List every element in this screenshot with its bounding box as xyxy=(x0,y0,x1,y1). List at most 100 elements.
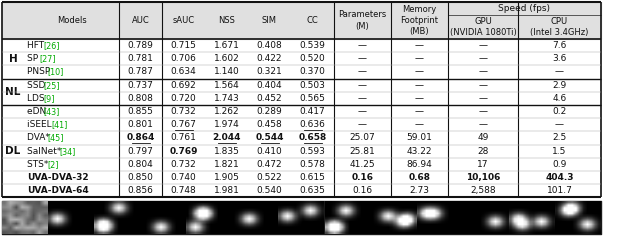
Text: sAUC: sAUC xyxy=(172,16,195,25)
Text: 0.540: 0.540 xyxy=(257,186,282,195)
Text: HFT: HFT xyxy=(27,41,47,50)
Text: 49: 49 xyxy=(477,134,489,142)
Text: DVA*: DVA* xyxy=(27,134,52,142)
Text: 0.68: 0.68 xyxy=(408,173,431,182)
Text: SalNet*: SalNet* xyxy=(27,147,64,156)
Text: —: — xyxy=(415,41,424,50)
Text: 0.804: 0.804 xyxy=(127,160,154,169)
Text: 3.6: 3.6 xyxy=(552,54,566,63)
Text: 0.452: 0.452 xyxy=(257,94,282,103)
Text: 0.2: 0.2 xyxy=(552,107,566,116)
Text: 0.748: 0.748 xyxy=(171,186,196,195)
Text: SP: SP xyxy=(27,54,41,63)
Text: 0.856: 0.856 xyxy=(127,186,154,195)
Text: 0.797: 0.797 xyxy=(127,147,154,156)
Text: —: — xyxy=(358,107,367,116)
Text: SIM: SIM xyxy=(262,16,277,25)
Text: 0.801: 0.801 xyxy=(127,120,154,129)
Text: Parameters
(M): Parameters (M) xyxy=(339,10,387,31)
Text: 4.6: 4.6 xyxy=(552,94,566,103)
Text: [27]: [27] xyxy=(39,54,56,63)
Text: 0.370: 0.370 xyxy=(300,67,325,77)
Text: 0.289: 0.289 xyxy=(257,107,282,116)
Text: —: — xyxy=(358,41,367,50)
Text: 0.720: 0.720 xyxy=(171,94,196,103)
Text: 0.417: 0.417 xyxy=(300,107,325,116)
Text: Speed (fps): Speed (fps) xyxy=(499,4,550,13)
Text: —: — xyxy=(479,67,488,77)
Text: —: — xyxy=(479,107,488,116)
Text: SSD: SSD xyxy=(27,81,48,90)
Text: —: — xyxy=(415,81,424,90)
Text: 0.522: 0.522 xyxy=(257,173,282,182)
Text: 0.16: 0.16 xyxy=(353,186,372,195)
Text: 0.737: 0.737 xyxy=(127,81,154,90)
Text: —: — xyxy=(358,67,367,77)
Text: —: — xyxy=(358,81,367,90)
Text: 0.787: 0.787 xyxy=(127,67,154,77)
Text: PNSP: PNSP xyxy=(27,67,53,77)
Text: 0.16: 0.16 xyxy=(351,173,374,182)
Text: NSS: NSS xyxy=(218,16,235,25)
Text: 0.520: 0.520 xyxy=(300,54,325,63)
Text: 404.3: 404.3 xyxy=(545,173,573,182)
Text: [45]: [45] xyxy=(47,134,63,142)
Text: 0.472: 0.472 xyxy=(257,160,282,169)
Text: 0.761: 0.761 xyxy=(171,134,196,142)
Text: iSEEL: iSEEL xyxy=(27,120,54,129)
Text: STS*: STS* xyxy=(27,160,51,169)
Text: —: — xyxy=(358,120,367,129)
Text: 0.408: 0.408 xyxy=(257,41,282,50)
Text: 0.732: 0.732 xyxy=(171,107,196,116)
Text: 0.503: 0.503 xyxy=(300,81,325,90)
Text: 101.7: 101.7 xyxy=(547,186,572,195)
Text: 1.5: 1.5 xyxy=(552,147,566,156)
Text: 43.22: 43.22 xyxy=(407,147,432,156)
Text: AUC: AUC xyxy=(132,16,149,25)
Text: —: — xyxy=(358,54,367,63)
Text: 1.743: 1.743 xyxy=(214,94,239,103)
Text: [10]: [10] xyxy=(47,67,63,77)
Text: 0.636: 0.636 xyxy=(300,120,325,129)
Text: [43]: [43] xyxy=(43,107,60,116)
Text: [2]: [2] xyxy=(47,160,58,169)
Text: 0.634: 0.634 xyxy=(171,67,196,77)
Text: GPU
(NVIDIA 1080Ti): GPU (NVIDIA 1080Ti) xyxy=(450,17,516,37)
Text: 0.422: 0.422 xyxy=(257,54,282,63)
Text: 1.140: 1.140 xyxy=(214,67,239,77)
Text: 0.615: 0.615 xyxy=(300,173,325,182)
Text: 2.044: 2.044 xyxy=(212,134,241,142)
Text: 2.5: 2.5 xyxy=(552,134,566,142)
Text: 1.821: 1.821 xyxy=(214,160,239,169)
Text: 7.6: 7.6 xyxy=(552,41,566,50)
Text: —: — xyxy=(415,54,424,63)
Text: —: — xyxy=(415,120,424,129)
Text: Models: Models xyxy=(56,16,86,25)
Text: —: — xyxy=(479,94,488,103)
Text: 0.692: 0.692 xyxy=(171,81,196,90)
Text: 0.864: 0.864 xyxy=(126,134,155,142)
Text: H: H xyxy=(8,54,17,64)
Text: —: — xyxy=(415,67,424,77)
Text: [41]: [41] xyxy=(51,120,67,129)
Text: 1.835: 1.835 xyxy=(214,147,239,156)
Text: 0.740: 0.740 xyxy=(171,173,196,182)
Text: UVA-DVA-32: UVA-DVA-32 xyxy=(27,173,88,182)
Text: 1.262: 1.262 xyxy=(214,107,239,116)
Text: 86.94: 86.94 xyxy=(406,160,433,169)
Text: 17: 17 xyxy=(477,160,489,169)
Text: Memory
Footprint
(MB): Memory Footprint (MB) xyxy=(401,5,438,36)
Text: 0.593: 0.593 xyxy=(300,147,325,156)
Text: [26]: [26] xyxy=(43,41,60,50)
Text: 25.81: 25.81 xyxy=(349,147,376,156)
Text: 0.808: 0.808 xyxy=(127,94,154,103)
Text: 0.769: 0.769 xyxy=(169,147,198,156)
Text: —: — xyxy=(415,94,424,103)
Text: [25]: [25] xyxy=(43,81,60,90)
Text: 0.404: 0.404 xyxy=(257,81,282,90)
Text: 2,588: 2,588 xyxy=(470,186,496,195)
Text: eDN: eDN xyxy=(27,107,49,116)
Text: 1.602: 1.602 xyxy=(214,54,239,63)
Text: 1.564: 1.564 xyxy=(214,81,239,90)
Text: 0.658: 0.658 xyxy=(298,134,326,142)
